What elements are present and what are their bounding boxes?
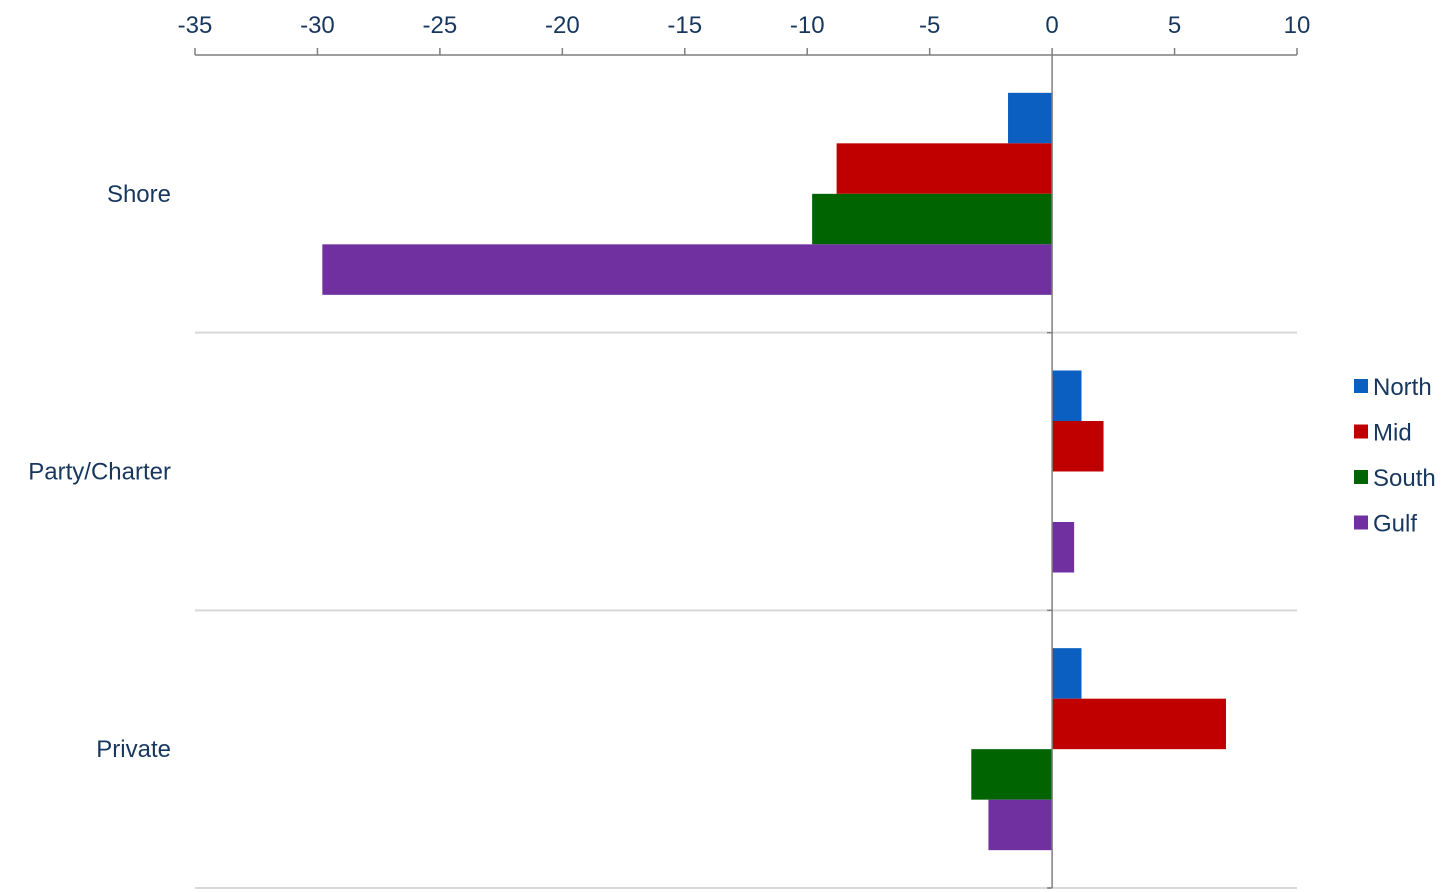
category-label: Private [96,736,171,763]
grid-layer [195,331,1297,889]
bar-mid-private [1052,698,1226,750]
x-tick-label: 5 [1168,12,1181,39]
bar-layer [322,92,1226,851]
legend-swatch-mid [1354,424,1368,439]
legend-swatch-north [1354,379,1368,393]
legend-swatch-south [1354,470,1368,484]
category-label: Shore [107,181,171,208]
bar-gulf-private [988,799,1053,851]
x-tick-label: -5 [919,12,940,39]
legend-label-mid: Mid [1373,420,1412,447]
bar-north-party-charter [1052,370,1082,421]
bar-south-private [971,749,1053,800]
x-tick-label: -20 [545,12,580,39]
label-layer: -35 -30 -25 -20 -15 -10 -5 0 5 10 Shore Party/Chart… [28,12,1310,763]
x-tick-label: 0 [1045,12,1058,39]
legend-label-north: North [1373,374,1432,401]
bar-mid-shore [836,143,1053,194]
legend-label-south: South [1373,465,1436,492]
bar-mid-party-charter [1052,421,1104,472]
x-tick-label: -15 [667,12,702,39]
bar-south-shore [812,193,1053,245]
legend: North Mid South Gulf [1354,374,1436,538]
legend-label-gulf: Gulf [1373,511,1417,538]
x-tick-label: -25 [423,12,458,39]
x-tick-label: -10 [790,12,825,39]
x-tick-label: 10 [1284,12,1311,39]
x-tick-label: -30 [300,12,335,39]
bar-north-shore [1008,92,1053,144]
bar-north-private [1052,648,1082,699]
category-label: Party/Charter [28,459,171,486]
x-tick-label: -35 [178,12,213,39]
axis-layer [194,48,1298,889]
bar-gulf-shore [322,244,1053,295]
legend-swatch-gulf [1354,515,1368,530]
bar-gulf-party-charter [1052,522,1075,573]
